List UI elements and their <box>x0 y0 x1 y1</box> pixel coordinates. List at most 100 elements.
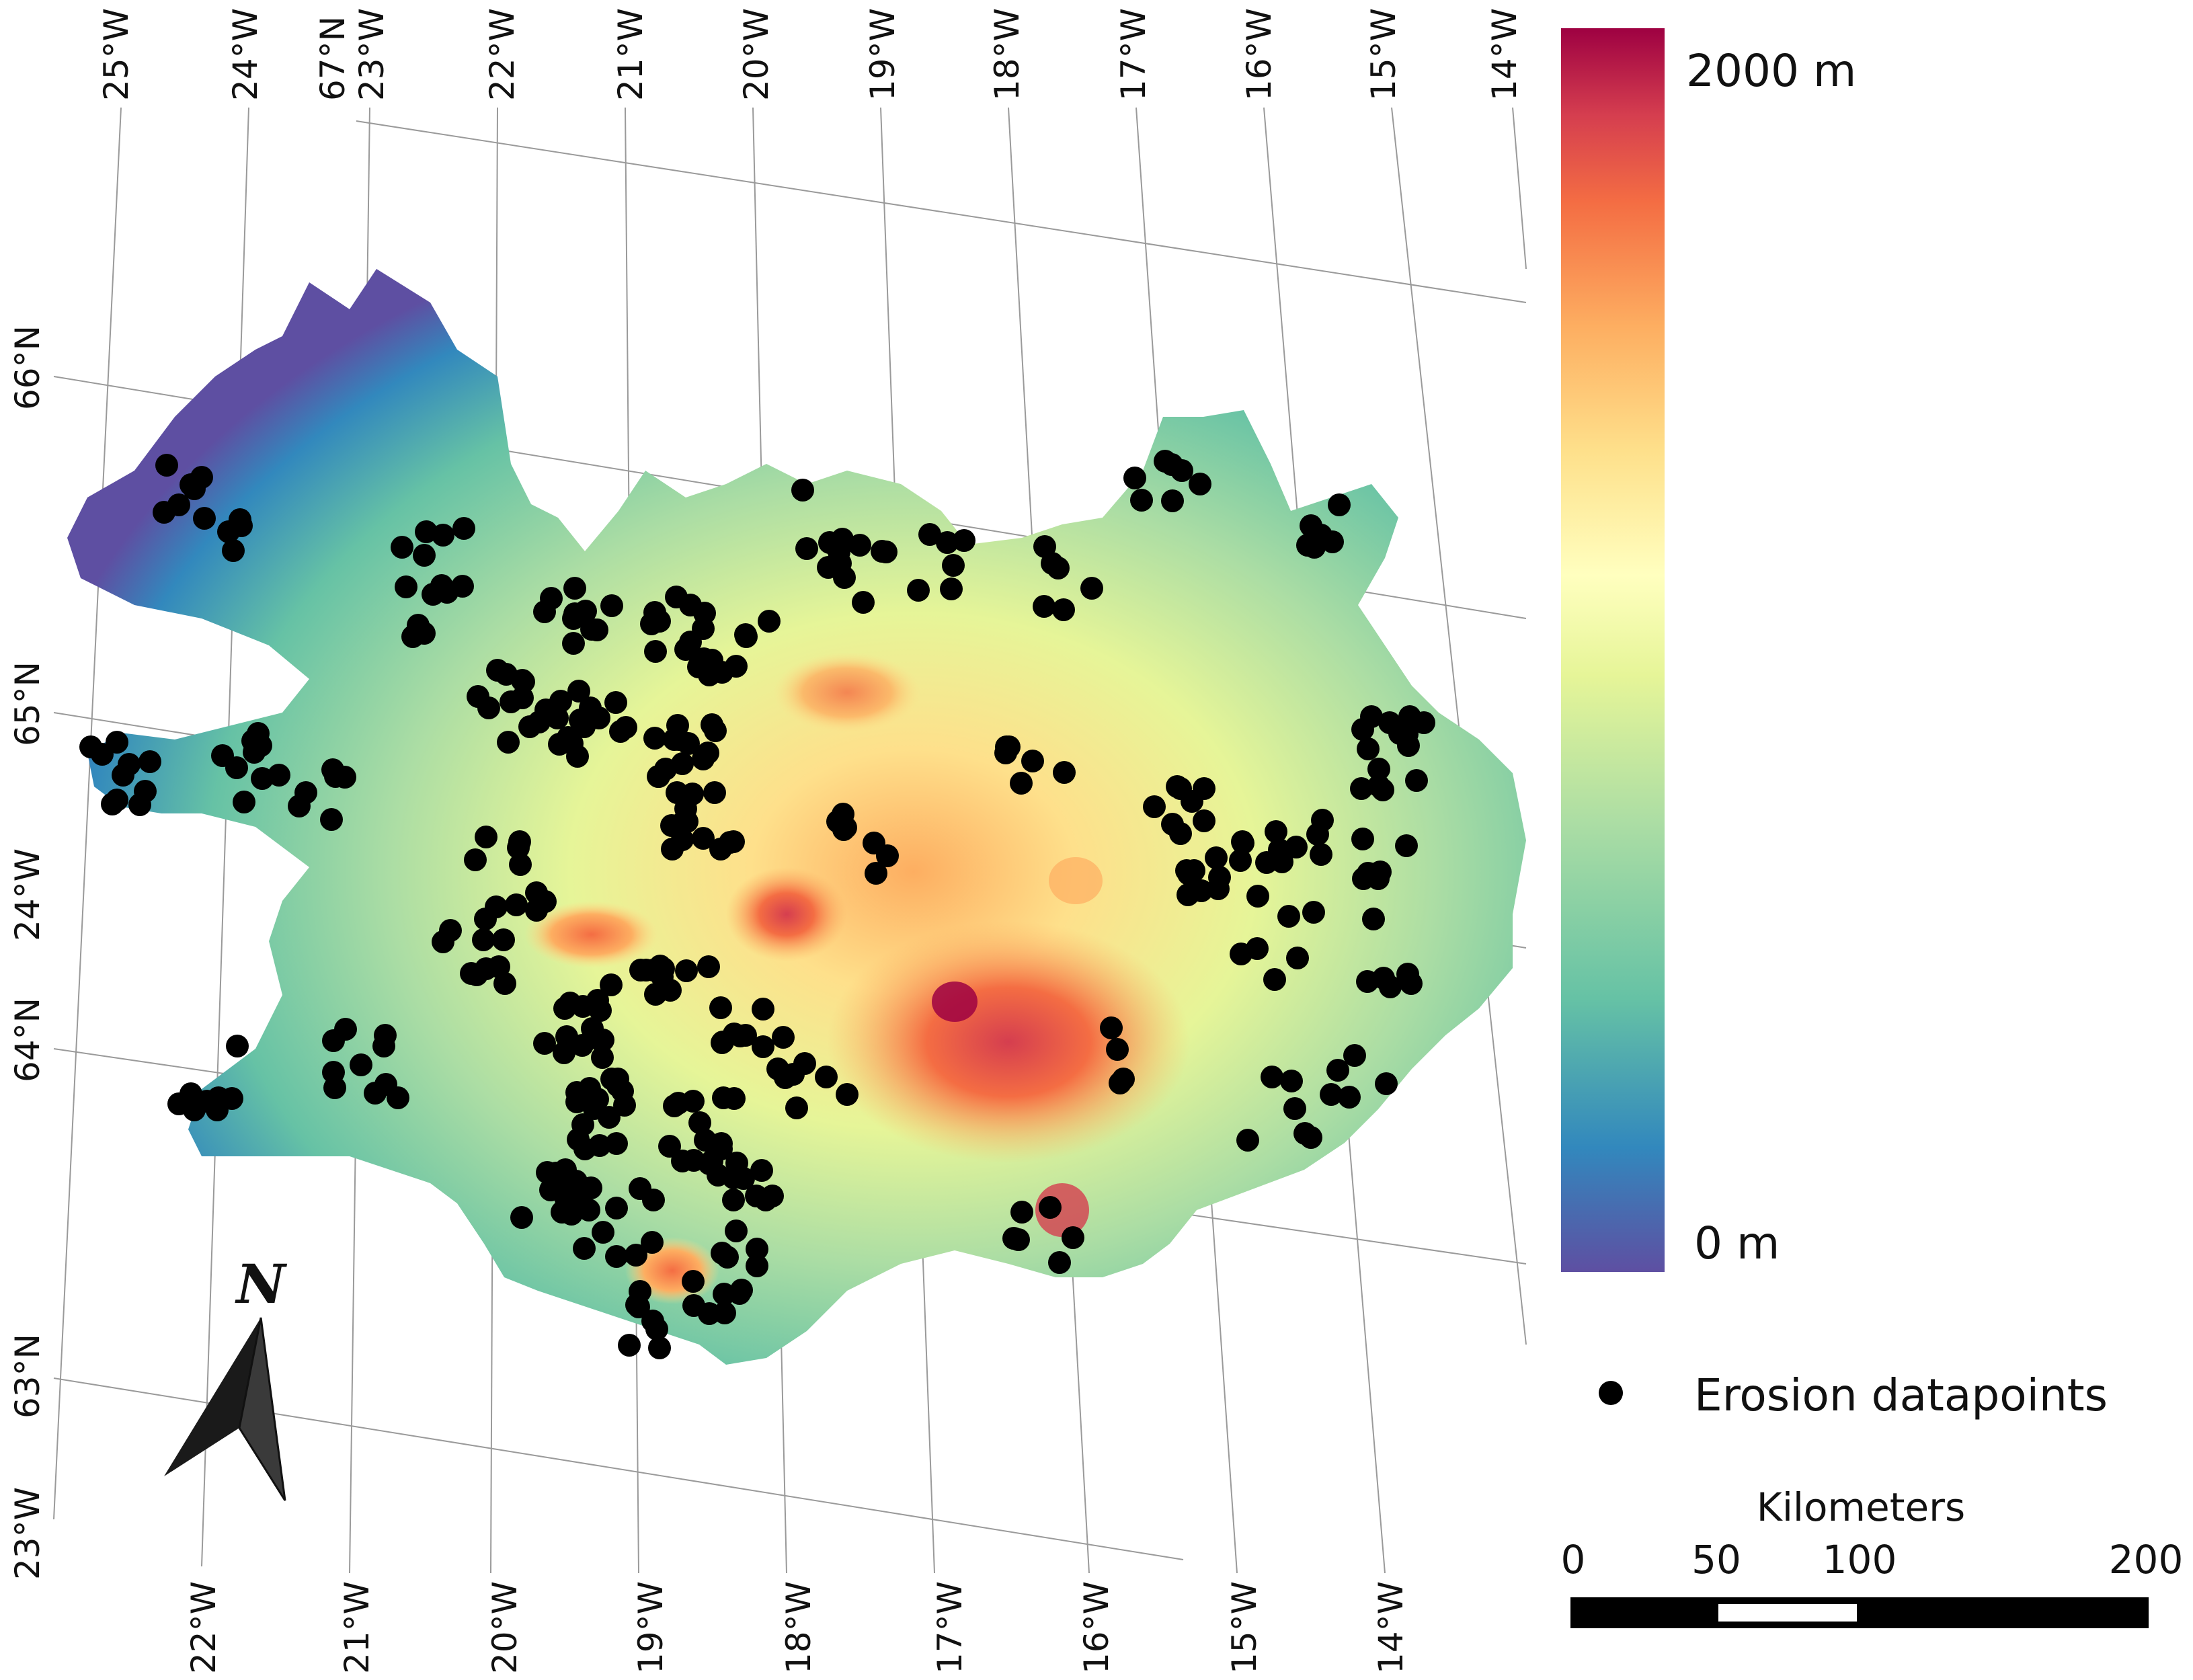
erosion-datapoint <box>665 586 688 608</box>
erosion-datapoint <box>693 602 716 625</box>
erosion-datapoint <box>1053 761 1076 784</box>
erosion-datapoint <box>1379 975 1402 998</box>
erosion-datapoints <box>79 450 1435 1359</box>
erosion-datapoint <box>716 1246 739 1269</box>
erosion-datapoint <box>1039 1196 1062 1219</box>
erosion-datapoint <box>1395 834 1418 857</box>
erosion-datapoint <box>190 466 213 489</box>
erosion-datapoint <box>1177 883 1199 906</box>
erosion-datapoint <box>752 1035 774 1058</box>
left-graticule-label: 23°W <box>8 1487 47 1580</box>
erosion-datapoint <box>1181 790 1203 813</box>
erosion-datapoint <box>836 1083 859 1106</box>
erosion-datapoint <box>649 955 672 977</box>
top-graticule-label: 19°W <box>863 8 902 101</box>
erosion-datapoint <box>492 928 515 951</box>
erosion-datapoint <box>1351 828 1374 850</box>
erosion-datapoint <box>746 1238 768 1261</box>
erosion-datapoint <box>320 808 343 831</box>
top-graticule-label: 23°W <box>352 8 391 101</box>
erosion-datapoint <box>1328 493 1351 516</box>
erosion-datapoint <box>725 655 748 678</box>
top-graticule-label: 17°W <box>1114 8 1153 101</box>
erosion-datapoint <box>785 1096 808 1119</box>
erosion-datapoint <box>604 691 627 714</box>
erosion-datapoint <box>183 1098 206 1121</box>
scale-bar-outline <box>1570 1597 2149 1628</box>
erosion-datapoint <box>707 1164 729 1187</box>
erosion-datapoint <box>374 1024 397 1047</box>
bottom-graticule-label: 14°W <box>1371 1581 1410 1674</box>
erosion-datapoint <box>942 554 965 577</box>
scale-tick-50: 50 <box>1691 1537 1741 1583</box>
erosion-datapoint <box>1280 1070 1303 1092</box>
top-graticule-label: 16°W <box>1240 8 1279 101</box>
north-arrow-label: N <box>234 1252 287 1316</box>
erosion-datapoint <box>573 1237 596 1260</box>
bottom-graticule-label: 15°W <box>1225 1581 1264 1674</box>
erosion-datapoint <box>728 1282 751 1305</box>
iceland-landmass <box>67 269 1526 1365</box>
left-graticule-label: 24°W <box>8 848 47 941</box>
erosion-datapoint <box>563 602 586 625</box>
erosion-datapoint <box>758 610 781 633</box>
erosion-datapoint <box>591 1046 614 1069</box>
erosion-datapoint <box>660 814 683 837</box>
erosion-datapoint <box>580 618 603 641</box>
erosion-datapoint <box>573 1137 596 1160</box>
erosion-datapoint <box>1283 1097 1306 1120</box>
legend-points-label: Erosion datapoints <box>1694 1369 2108 1421</box>
erosion-datapoint <box>1405 769 1428 792</box>
top-graticule-label: 21°W <box>611 8 650 101</box>
erosion-datapoint <box>251 767 274 790</box>
erosion-datapoint <box>1398 705 1421 728</box>
erosion-datapoint <box>871 540 893 563</box>
erosion-datapoint <box>795 537 818 560</box>
erosion-datapoint <box>697 955 720 978</box>
erosion-datapoint <box>1230 943 1252 965</box>
bottom-graticule-label: 16°W <box>1077 1581 1116 1674</box>
erosion-datapoint <box>1161 489 1184 512</box>
erosion-datapoint <box>474 908 497 930</box>
erosion-datapoint <box>323 1076 346 1099</box>
erosion-datapoint <box>1169 822 1192 845</box>
erosion-datapoint <box>222 539 245 562</box>
erosion-datapoint <box>505 893 528 916</box>
erosion-datapoint <box>671 1150 694 1172</box>
erosion-datapoint <box>754 1189 777 1211</box>
top-graticule-label: 22°W <box>483 8 522 101</box>
erosion-datapoint <box>688 1111 711 1134</box>
erosion-datapoint <box>696 742 719 764</box>
erosion-datapoint <box>1375 1072 1398 1095</box>
erosion-datapoint <box>1130 489 1153 512</box>
erosion-datapoint <box>1052 598 1075 621</box>
erosion-datapoint <box>507 836 530 859</box>
erosion-datapoint <box>1326 1059 1349 1082</box>
erosion-datapoint <box>391 536 413 559</box>
erosion-datapoint <box>1286 947 1309 969</box>
erosion-datapoint <box>1193 809 1215 832</box>
erosion-datapoint <box>1106 1038 1129 1061</box>
top-graticule-label: 20°W <box>737 8 776 101</box>
legend-point-symbol <box>1599 1381 1623 1405</box>
points-legend: Erosion datapoints <box>1599 1369 2108 1421</box>
erosion-datapoint <box>464 848 487 871</box>
erosion-datapoint <box>333 766 356 789</box>
erosion-datapoint <box>549 690 572 713</box>
erosion-datapoint <box>1396 963 1419 986</box>
erosion-datapoint <box>629 1177 651 1200</box>
erosion-datapoint <box>1112 1068 1135 1090</box>
scale-tick-0: 0 <box>1561 1537 1586 1583</box>
erosion-datapoint <box>1338 1086 1361 1109</box>
erosion-datapoint <box>138 750 161 773</box>
top-graticule-labels: 25°W 24°W 67°N 23°W 22°W 21°W 20°W 19°W 18°W 17°W… <box>97 8 1524 101</box>
erosion-datapoint <box>1277 905 1300 928</box>
bottom-graticule-label: 22°W <box>184 1581 223 1674</box>
erosion-datapoint <box>907 579 930 602</box>
erosion-datapoint <box>472 928 495 951</box>
erosion-datapoint <box>1232 832 1254 854</box>
erosion-datapoint <box>710 1132 733 1155</box>
erosion-datapoint <box>567 680 590 703</box>
erosion-datapoint <box>600 973 623 996</box>
erosion-datapoint <box>644 983 667 1006</box>
